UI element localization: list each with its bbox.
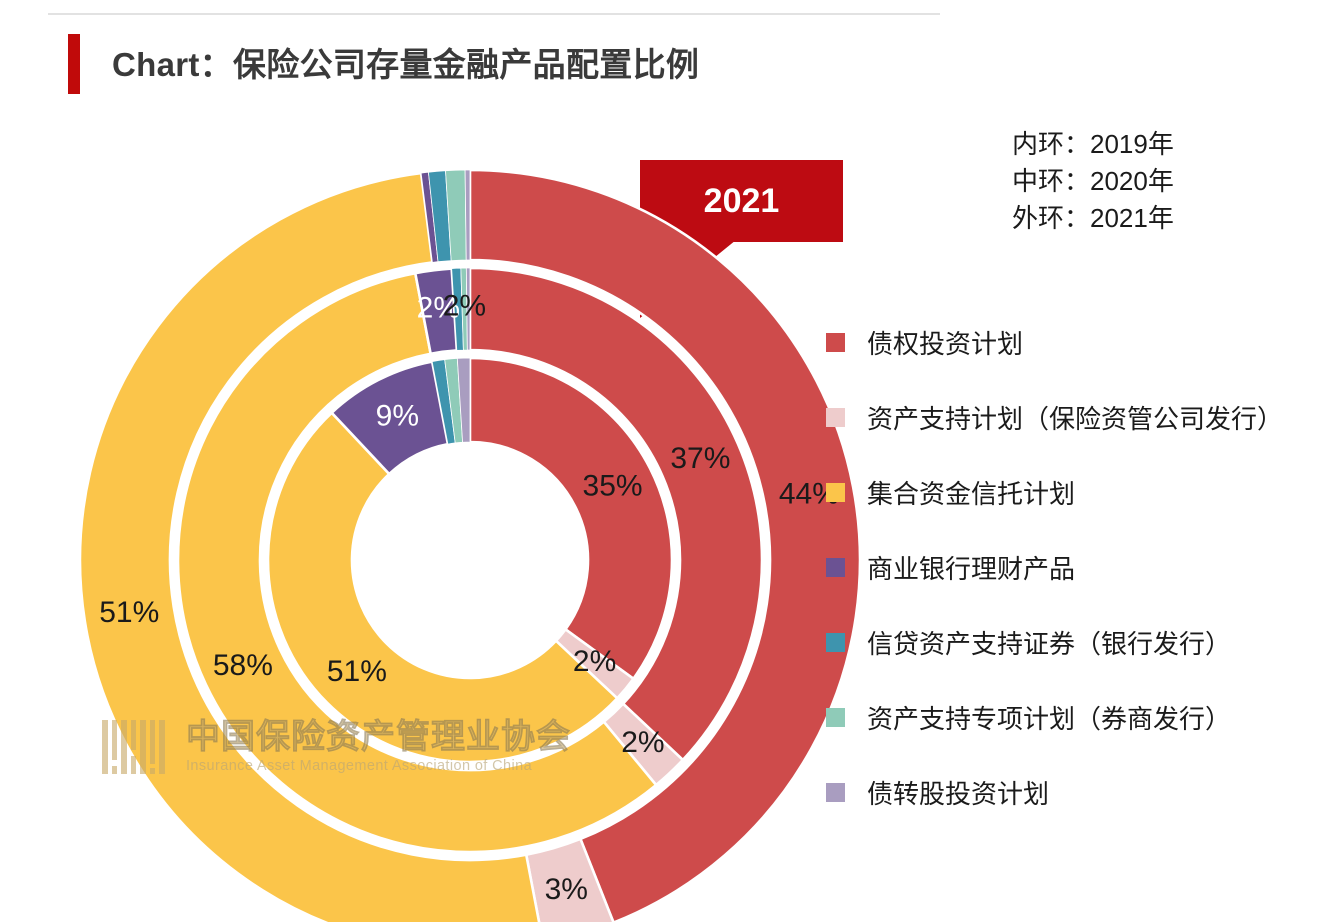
ring-year-note: 内环：2019年 中环：2020年 外环：2021年 <box>1012 126 1174 237</box>
donut-slice[interactable] <box>465 267 471 351</box>
donut-slice-label: 2% <box>573 645 616 678</box>
legend-swatch-icon <box>826 333 845 352</box>
legend-label: 债转股投资计划 <box>867 779 1050 809</box>
title-accent-bar <box>68 34 80 94</box>
header-divider <box>48 13 940 15</box>
nested-donut-chart: 35% 2% 51% 9% 37% 2% 58% 2% 2% 44% 3% 51% <box>78 168 862 922</box>
donut-slice-label: 9% <box>376 399 419 432</box>
legend: 债权投资计划 资产支持计划（保险资管公司发行） 集合资金信托计划 商业银行理财产… <box>826 305 1326 830</box>
donut-slice[interactable] <box>468 168 862 922</box>
legend-item[interactable]: 信贷资产支持证券（银行发行） <box>826 605 1326 680</box>
legend-swatch-icon <box>826 483 845 502</box>
donut-slice-label: 2% <box>443 289 486 322</box>
donut-slice-label: 2% <box>621 726 664 759</box>
legend-swatch-icon <box>826 558 845 577</box>
donut-slice-label: 51% <box>327 655 387 688</box>
donut-slice[interactable] <box>464 169 471 261</box>
donut-slice-label: 58% <box>213 649 273 682</box>
donut-slice-label: 3% <box>545 873 588 906</box>
legend-label: 资产支持专项计划（券商发行） <box>867 704 1232 734</box>
legend-item[interactable]: 债转股投资计划 <box>826 755 1326 830</box>
legend-item[interactable]: 集合资金信托计划 <box>826 455 1326 530</box>
legend-label: 商业银行理财产品 <box>867 554 1076 584</box>
donut-slice[interactable] <box>468 356 674 681</box>
legend-label: 信贷资产支持证券（银行发行） <box>867 629 1232 659</box>
legend-item[interactable]: 资产支持计划（保险资管公司发行） <box>826 380 1326 455</box>
legend-label: 资产支持计划（保险资管公司发行） <box>867 404 1284 434</box>
donut-slice[interactable] <box>456 357 471 443</box>
donut-slice[interactable] <box>468 266 764 762</box>
donut-slice[interactable] <box>176 271 658 854</box>
legend-swatch-icon <box>826 708 845 727</box>
year-callout-label: 2021 <box>703 181 780 220</box>
donut-slice[interactable] <box>266 410 620 764</box>
legend-swatch-icon <box>826 408 845 427</box>
ring-note-middle: 中环：2020年 <box>1012 166 1174 196</box>
ring-note-outer: 外环：2021年 <box>1012 203 1174 233</box>
legend-label: 债权投资计划 <box>867 329 1024 359</box>
donut-slice-label: 35% <box>583 469 643 502</box>
donut-svg: 35%2%51%9%37%2%58%2%2%44%3%51% <box>78 168 862 922</box>
ring-note-inner: 内环：2019年 <box>1012 129 1174 159</box>
legend-swatch-icon <box>826 783 845 802</box>
legend-item[interactable]: 债权投资计划 <box>826 305 1326 380</box>
legend-label: 集合资金信托计划 <box>867 479 1076 509</box>
legend-swatch-icon <box>826 633 845 652</box>
donut-slice-label: 2% <box>417 291 460 324</box>
legend-item[interactable]: 资产支持专项计划（券商发行） <box>826 680 1326 755</box>
page-title: Chart：保险公司存量金融产品配置比例 <box>112 46 700 83</box>
donut-slice-label: 51% <box>99 596 159 629</box>
donut-slice[interactable] <box>78 171 543 922</box>
legend-item[interactable]: 商业银行理财产品 <box>826 530 1326 605</box>
donut-slice-label: 37% <box>670 442 730 475</box>
